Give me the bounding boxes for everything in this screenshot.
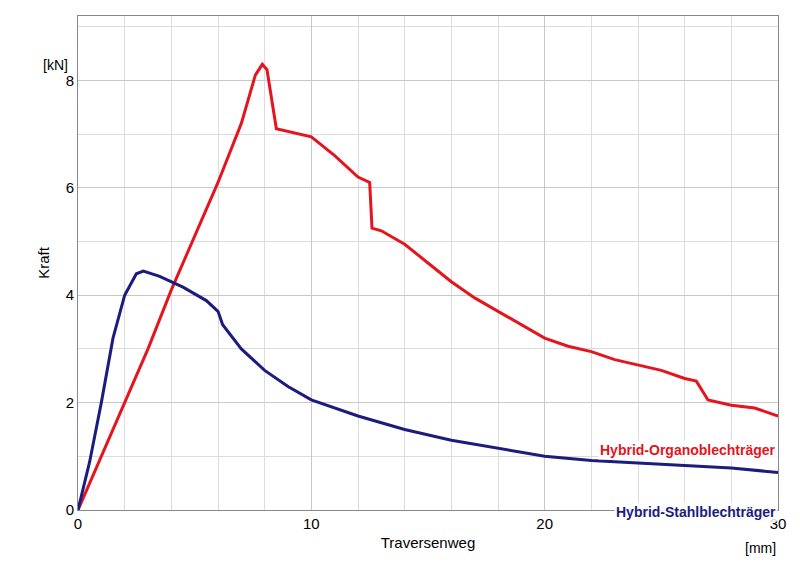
svg-text:Kraft: Kraft <box>35 246 52 279</box>
svg-text:30: 30 <box>770 515 787 532</box>
svg-text:8: 8 <box>66 72 74 89</box>
svg-text:0: 0 <box>74 515 82 532</box>
svg-text:[kN]: [kN] <box>43 57 68 73</box>
svg-text:Traversenweg: Traversenweg <box>381 534 475 551</box>
svg-text:Hybrid-Stahlblechträger: Hybrid-Stahlblechträger <box>616 504 776 520</box>
svg-text:4: 4 <box>66 286 74 303</box>
svg-text:10: 10 <box>303 515 320 532</box>
svg-text:2: 2 <box>66 394 74 411</box>
svg-text:Hybrid-Organoblechträger: Hybrid-Organoblechträger <box>600 442 776 458</box>
svg-text:6: 6 <box>66 179 74 196</box>
svg-text:20: 20 <box>536 515 553 532</box>
svg-text:0: 0 <box>66 501 74 518</box>
svg-text:[mm]: [mm] <box>745 540 776 556</box>
